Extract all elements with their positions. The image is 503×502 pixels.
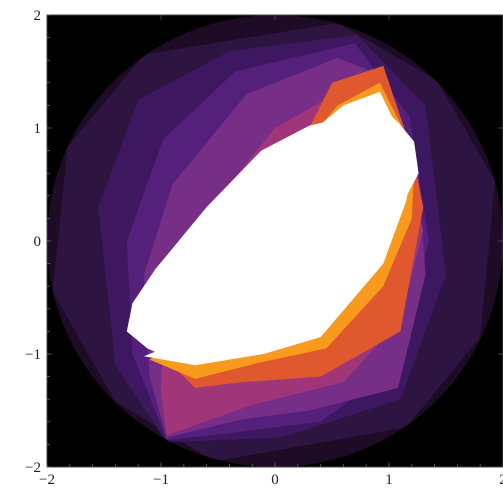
y-tick-label: −1 [25, 347, 41, 363]
x-tick-label: −1 [153, 472, 169, 488]
y-tick-label: 1 [34, 121, 42, 137]
x-tick-label: 1 [385, 472, 393, 488]
level-regions [52, 22, 495, 462]
axis-ticks: −2 −1 0 1 2 2 1 0 −1 −2 [25, 8, 503, 488]
y-tick-label: 0 [34, 234, 42, 250]
y-tick-label: 2 [34, 8, 42, 24]
x-tick-label: −2 [39, 472, 55, 488]
heatmap-region-level-8 [126, 105, 419, 364]
y-tick-label: −2 [25, 460, 41, 476]
x-tick-label: 0 [271, 472, 279, 488]
x-tick-label: 2 [499, 472, 503, 488]
heatmap-regions [47, 15, 503, 467]
